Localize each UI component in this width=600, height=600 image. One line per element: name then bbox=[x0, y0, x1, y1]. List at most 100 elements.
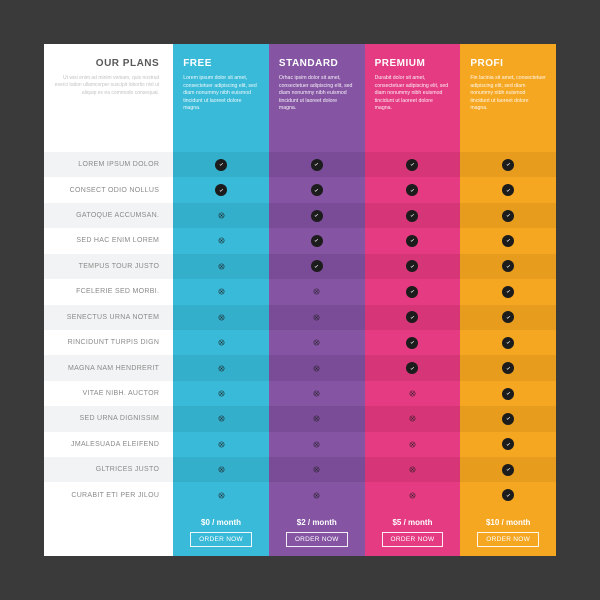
plan-footer: $10 / month ORDER NOW bbox=[460, 508, 556, 556]
feature-cell bbox=[269, 152, 365, 177]
feature-cell bbox=[365, 355, 461, 380]
feature-label: MAGNA NAM HENDRERIT bbox=[44, 355, 173, 380]
feature-cell bbox=[365, 330, 461, 355]
feature-cell bbox=[365, 432, 461, 457]
check-icon bbox=[502, 184, 514, 196]
x-icon bbox=[406, 388, 418, 400]
check-icon bbox=[215, 159, 227, 171]
plan-title: PREMIUM bbox=[375, 58, 451, 69]
check-icon bbox=[502, 260, 514, 272]
feature-cell bbox=[173, 279, 269, 304]
order-button[interactable]: ORDER NOW bbox=[190, 532, 252, 547]
check-icon bbox=[502, 464, 514, 476]
feature-cell bbox=[460, 305, 556, 330]
feature-cell bbox=[460, 432, 556, 457]
check-icon bbox=[406, 184, 418, 196]
check-icon bbox=[406, 159, 418, 171]
feature-label: FCELERIE SED MORBI. bbox=[44, 279, 173, 304]
feature-cell bbox=[269, 305, 365, 330]
feature-cell bbox=[269, 406, 365, 431]
feature-cell bbox=[460, 254, 556, 279]
x-icon bbox=[215, 286, 227, 298]
check-icon bbox=[406, 362, 418, 374]
feature-cell bbox=[269, 355, 365, 380]
check-icon bbox=[502, 210, 514, 222]
feature-cell bbox=[460, 355, 556, 380]
order-button[interactable]: ORDER NOW bbox=[382, 532, 444, 547]
check-icon bbox=[502, 438, 514, 450]
plan-price: $5 / month bbox=[392, 518, 432, 527]
feature-cell bbox=[269, 482, 365, 507]
plan-price: $10 / month bbox=[486, 518, 530, 527]
check-icon bbox=[406, 286, 418, 298]
feature-cell bbox=[173, 432, 269, 457]
feature-cell bbox=[173, 177, 269, 202]
feature-cell bbox=[365, 152, 461, 177]
plan-title: STANDARD bbox=[279, 58, 355, 69]
feature-cell bbox=[460, 381, 556, 406]
feature-cell bbox=[365, 254, 461, 279]
feature-label: GLTRICES JUSTO bbox=[44, 457, 173, 482]
x-icon bbox=[215, 362, 227, 374]
feature-cell bbox=[365, 228, 461, 253]
feature-cell bbox=[173, 381, 269, 406]
feature-cell bbox=[269, 177, 365, 202]
x-icon bbox=[311, 362, 323, 374]
check-icon bbox=[502, 286, 514, 298]
order-button[interactable]: ORDER NOW bbox=[477, 532, 539, 547]
check-icon bbox=[502, 235, 514, 247]
check-icon bbox=[502, 388, 514, 400]
plan-price: $2 / month bbox=[297, 518, 337, 527]
check-icon bbox=[311, 184, 323, 196]
feature-label: SED URNA DIGNISSIM bbox=[44, 406, 173, 431]
x-icon bbox=[311, 464, 323, 476]
feature-cell bbox=[365, 406, 461, 431]
plan-desc: Durabit dolor sit amet, consectetuer adi… bbox=[375, 75, 451, 113]
plan-column-standard: STANDARDOrhac ipsim dolor sit amet, cons… bbox=[269, 44, 365, 556]
feature-cell bbox=[460, 279, 556, 304]
feature-cell bbox=[460, 152, 556, 177]
plan-title: PROFI bbox=[470, 58, 546, 69]
x-icon bbox=[215, 210, 227, 222]
plan-rows bbox=[365, 152, 461, 508]
intro-title: OUR PLANS bbox=[54, 58, 159, 69]
x-icon bbox=[215, 438, 227, 450]
x-icon bbox=[215, 388, 227, 400]
feature-label: TEMPUS TOUR JUSTO bbox=[44, 254, 173, 279]
feature-cell bbox=[173, 406, 269, 431]
feature-label: CONSECT ODIO NOLLUS bbox=[44, 177, 173, 202]
check-icon bbox=[406, 210, 418, 222]
plan-column-free: FREELorem ipsum dolor sit amet, consecte… bbox=[173, 44, 269, 556]
feature-cell bbox=[365, 482, 461, 507]
check-icon bbox=[311, 235, 323, 247]
feature-cell bbox=[365, 381, 461, 406]
feature-cell bbox=[269, 279, 365, 304]
x-icon bbox=[215, 311, 227, 323]
feature-labels: LOREM IPSUM DOLORCONSECT ODIO NOLLUSGATO… bbox=[44, 152, 173, 508]
feature-label: CURABIT ETI PER JILOU bbox=[44, 482, 173, 507]
feature-cell bbox=[269, 457, 365, 482]
feature-label: LOREM IPSUM DOLOR bbox=[44, 152, 173, 177]
x-icon bbox=[215, 337, 227, 349]
x-icon bbox=[215, 413, 227, 425]
plan-header: PREMIUM Durabit dolor sit amet, consectet… bbox=[365, 44, 461, 152]
feature-cell bbox=[460, 177, 556, 202]
check-icon bbox=[406, 311, 418, 323]
plan-footer: $0 / month ORDER NOW bbox=[173, 508, 269, 556]
feature-label: VITAE NIBH. AUCTOR bbox=[44, 381, 173, 406]
x-icon bbox=[311, 388, 323, 400]
feature-cell bbox=[173, 457, 269, 482]
order-button[interactable]: ORDER NOW bbox=[286, 532, 348, 547]
feature-label: SENECTUS URNA NOTEM bbox=[44, 305, 173, 330]
x-icon bbox=[406, 438, 418, 450]
check-icon bbox=[502, 413, 514, 425]
check-icon bbox=[502, 159, 514, 171]
feature-cell bbox=[460, 330, 556, 355]
x-icon bbox=[406, 464, 418, 476]
check-icon bbox=[215, 184, 227, 196]
feature-cell bbox=[269, 203, 365, 228]
check-icon bbox=[406, 337, 418, 349]
feature-cell bbox=[365, 279, 461, 304]
feature-cell bbox=[173, 330, 269, 355]
plan-price: $0 / month bbox=[201, 518, 241, 527]
